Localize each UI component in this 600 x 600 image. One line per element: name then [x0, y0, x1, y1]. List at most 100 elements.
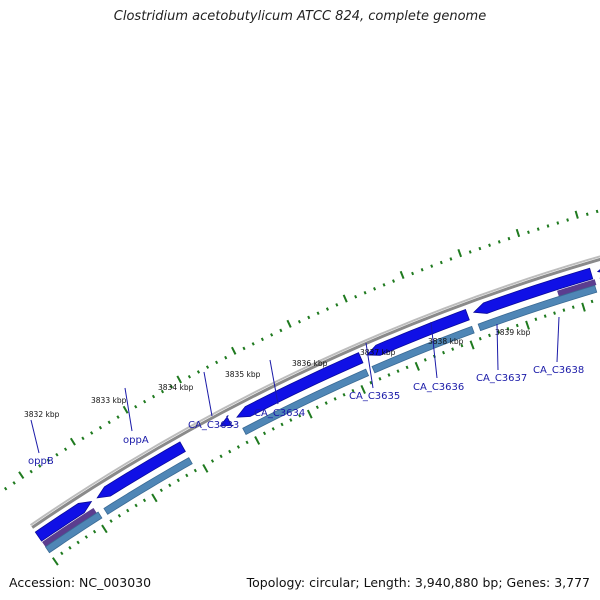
inner-tick [262, 431, 267, 436]
outer-tick [382, 283, 386, 287]
inner-tick [245, 440, 249, 445]
outer-tick [411, 271, 415, 276]
inner-tick [562, 308, 566, 312]
inner-tick [176, 478, 180, 483]
gene-label-oppa: oppA [123, 435, 149, 446]
outer-tick [69, 437, 76, 446]
gene-label-group: oppB oppA CA_C3633 CA_C3634 CA_C3635 CA_… [28, 316, 584, 467]
outer-tick [38, 464, 42, 468]
inner-tick [126, 508, 130, 513]
outer-tick [507, 236, 511, 241]
gene-leader-line [430, 321, 438, 379]
gene-label-ca-c3633: CA_C3633 [188, 420, 239, 431]
backbone-arc [31, 257, 600, 529]
inner-tick [333, 397, 337, 401]
outer-tick [497, 240, 501, 244]
gene-leader-line [496, 323, 499, 371]
cds-arrow [236, 352, 364, 418]
inner-tick [315, 405, 319, 410]
genome-summary-text: Topology: circular; Length: 3,940,880 bp… [246, 575, 590, 590]
gene-leader-line [556, 316, 560, 363]
gene-block [371, 325, 475, 374]
outer-tick [363, 290, 367, 295]
outer-tick-ring [3, 209, 599, 491]
gene-label-ca-c3636: CA_C3636 [413, 382, 464, 393]
inner-tick [280, 422, 284, 427]
outer-tick [176, 375, 183, 384]
outer-tick [430, 264, 434, 268]
outer-tick [297, 319, 301, 324]
outer-tick [107, 420, 111, 425]
kbp-label-group: 3832 kbp 3833 kbp 3834 kbp 3835 kbp 3836… [24, 328, 531, 419]
outer-tick [231, 346, 237, 355]
gene-leader-line [30, 419, 40, 454]
inner-tick [515, 323, 519, 328]
inner-tick [168, 483, 172, 488]
inner-tick [76, 540, 80, 545]
inner-tick [360, 384, 366, 394]
outer-tick [342, 294, 348, 303]
outer-tick [392, 279, 396, 283]
outer-tick [566, 218, 570, 222]
cds-track [34, 267, 600, 542]
inner-tick [581, 302, 586, 312]
inner-tick [342, 393, 346, 397]
outer-tick [81, 436, 85, 441]
inner-tick [101, 524, 108, 534]
cds-arrow [219, 415, 234, 427]
outer-tick [488, 243, 491, 247]
outer-tick [468, 250, 472, 254]
inner-tick [151, 493, 158, 503]
outer-tick [260, 337, 264, 342]
inner-tick [405, 365, 409, 370]
outer-tick [224, 355, 228, 360]
outer-tick [122, 405, 129, 414]
feature-block [557, 279, 597, 297]
inner-tick [506, 327, 510, 331]
cds-arrow [34, 501, 93, 542]
kbp-label: 3838 kbp [428, 337, 464, 346]
inner-tick [60, 551, 64, 556]
outer-tick [279, 328, 283, 333]
cds-arrow [366, 309, 470, 356]
outer-tick [325, 307, 329, 311]
inner-tick [543, 314, 547, 318]
outer-tick [196, 370, 201, 374]
outer-tick [169, 384, 174, 389]
cds-arrow [472, 267, 594, 314]
inner-tick [534, 317, 538, 321]
kbp-label: 3834 kbp [158, 383, 194, 392]
inner-tick [159, 488, 163, 493]
inner-tick [254, 436, 261, 445]
inner-tick-ring [52, 299, 594, 566]
outer-tick [420, 268, 424, 272]
outer-tick [307, 315, 311, 320]
outer-tick [116, 415, 120, 419]
backbone-arc [29, 255, 600, 526]
kbp-label: 3837 kbp [360, 348, 396, 357]
inner-tick [210, 459, 215, 463]
inner-tick [84, 535, 88, 539]
backbone-ring [29, 255, 600, 529]
kbp-label: 3836 kbp [292, 359, 328, 368]
gene-block [103, 457, 193, 515]
outer-tick [142, 399, 147, 404]
kbp-label: 3832 kbp [24, 410, 60, 419]
outer-tick [449, 257, 453, 261]
gene-block [477, 285, 598, 332]
inner-tick [92, 529, 97, 534]
inner-tick [369, 380, 373, 385]
gene-leader-line [124, 387, 133, 432]
inner-tick [52, 557, 59, 566]
outer-tick [134, 404, 138, 409]
inner-tick [469, 340, 475, 350]
gene-leader-line [365, 342, 374, 389]
gene-leader-line [269, 359, 279, 405]
outer-tick [215, 360, 219, 365]
outer-tick [187, 374, 192, 379]
inner-tick [193, 468, 197, 473]
outer-tick [46, 458, 50, 463]
inner-tick [525, 320, 530, 330]
inner-tick [478, 336, 482, 341]
inner-tick [271, 427, 275, 431]
